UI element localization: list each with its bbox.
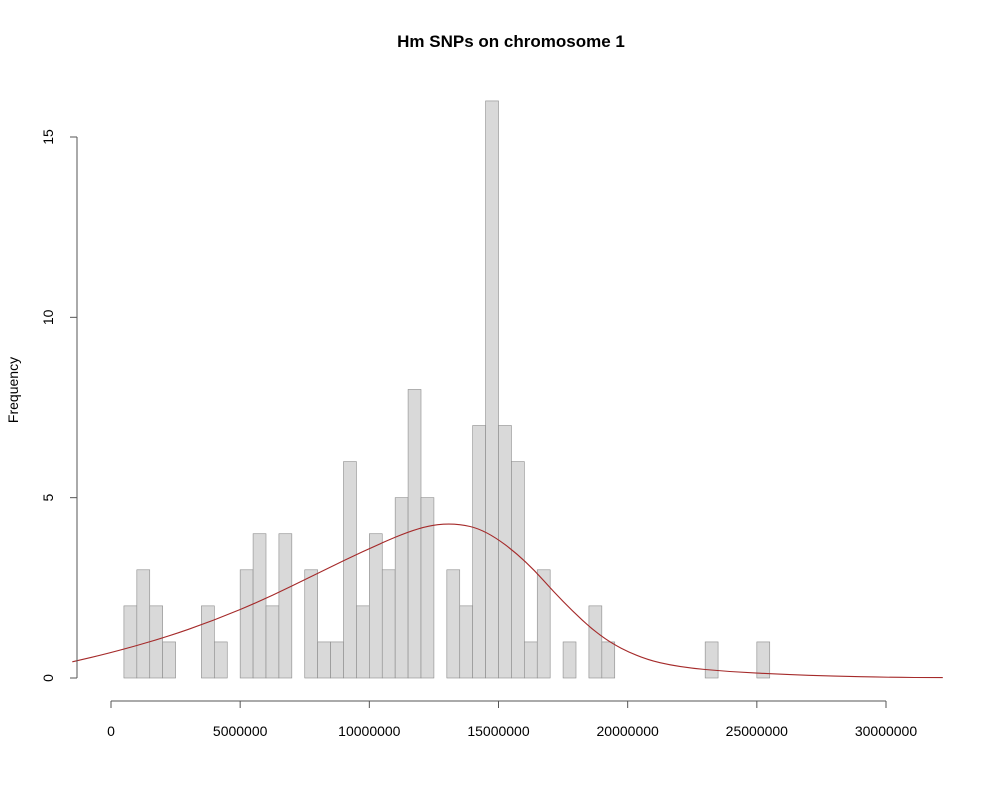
histogram-bar (304, 569, 318, 679)
histogram-bar (536, 569, 551, 679)
histogram-bar (123, 605, 138, 679)
histogram-bar (446, 569, 461, 679)
y-tick-label: 10 (40, 309, 56, 325)
chart-title: Hm SNPs on chromosome 1 (397, 32, 625, 51)
histogram-bar (394, 497, 409, 679)
y-axis: 0 5 10 15 (40, 129, 78, 682)
histogram-bar (588, 605, 603, 679)
histogram-bar (356, 605, 370, 679)
histogram-bar (485, 100, 499, 679)
histogram-bar (407, 389, 422, 679)
histogram-bar (381, 569, 396, 679)
histogram-bar (472, 425, 486, 679)
histogram-bar (136, 569, 151, 679)
histogram-bar (511, 461, 525, 679)
x-axis: 0 5000000 10000000 15000000 20000000 25000000… (107, 700, 918, 739)
histogram-bar (601, 641, 616, 679)
y-tick-label: 15 (40, 129, 56, 145)
histogram-bar (252, 533, 267, 679)
histogram-bar (343, 461, 357, 679)
histogram-bar (420, 497, 435, 679)
x-tick-label: 20000000 (597, 723, 660, 739)
histogram-bar (317, 641, 331, 679)
histogram-bar (704, 641, 719, 679)
x-tick-label: 10000000 (338, 723, 401, 739)
x-tick-label: 5000000 (213, 723, 268, 739)
density-curve (72, 523, 943, 679)
histogram-bar (214, 641, 228, 679)
x-tick-label: 30000000 (855, 723, 918, 739)
histogram-bar (459, 605, 473, 679)
y-axis-label: Frequency (5, 357, 21, 423)
histogram-bar (756, 641, 771, 679)
histogram-bar (278, 533, 293, 679)
histogram-bar (524, 641, 538, 679)
histogram-bar (498, 425, 512, 679)
histogram-bar (265, 605, 280, 679)
histogram-bar (239, 569, 254, 679)
histogram-bar (162, 641, 176, 679)
x-tick-label: 0 (107, 723, 115, 739)
histogram-bar (149, 605, 163, 679)
histogram-bar (330, 641, 344, 679)
bars-group (123, 100, 771, 679)
y-tick-label: 0 (40, 674, 56, 682)
histogram-bar (201, 605, 215, 679)
x-tick-label: 15000000 (467, 723, 530, 739)
histogram-bar (562, 641, 577, 679)
histogram-bar (369, 533, 383, 679)
y-tick-label: 5 (40, 494, 56, 502)
x-tick-label: 25000000 (726, 723, 789, 739)
